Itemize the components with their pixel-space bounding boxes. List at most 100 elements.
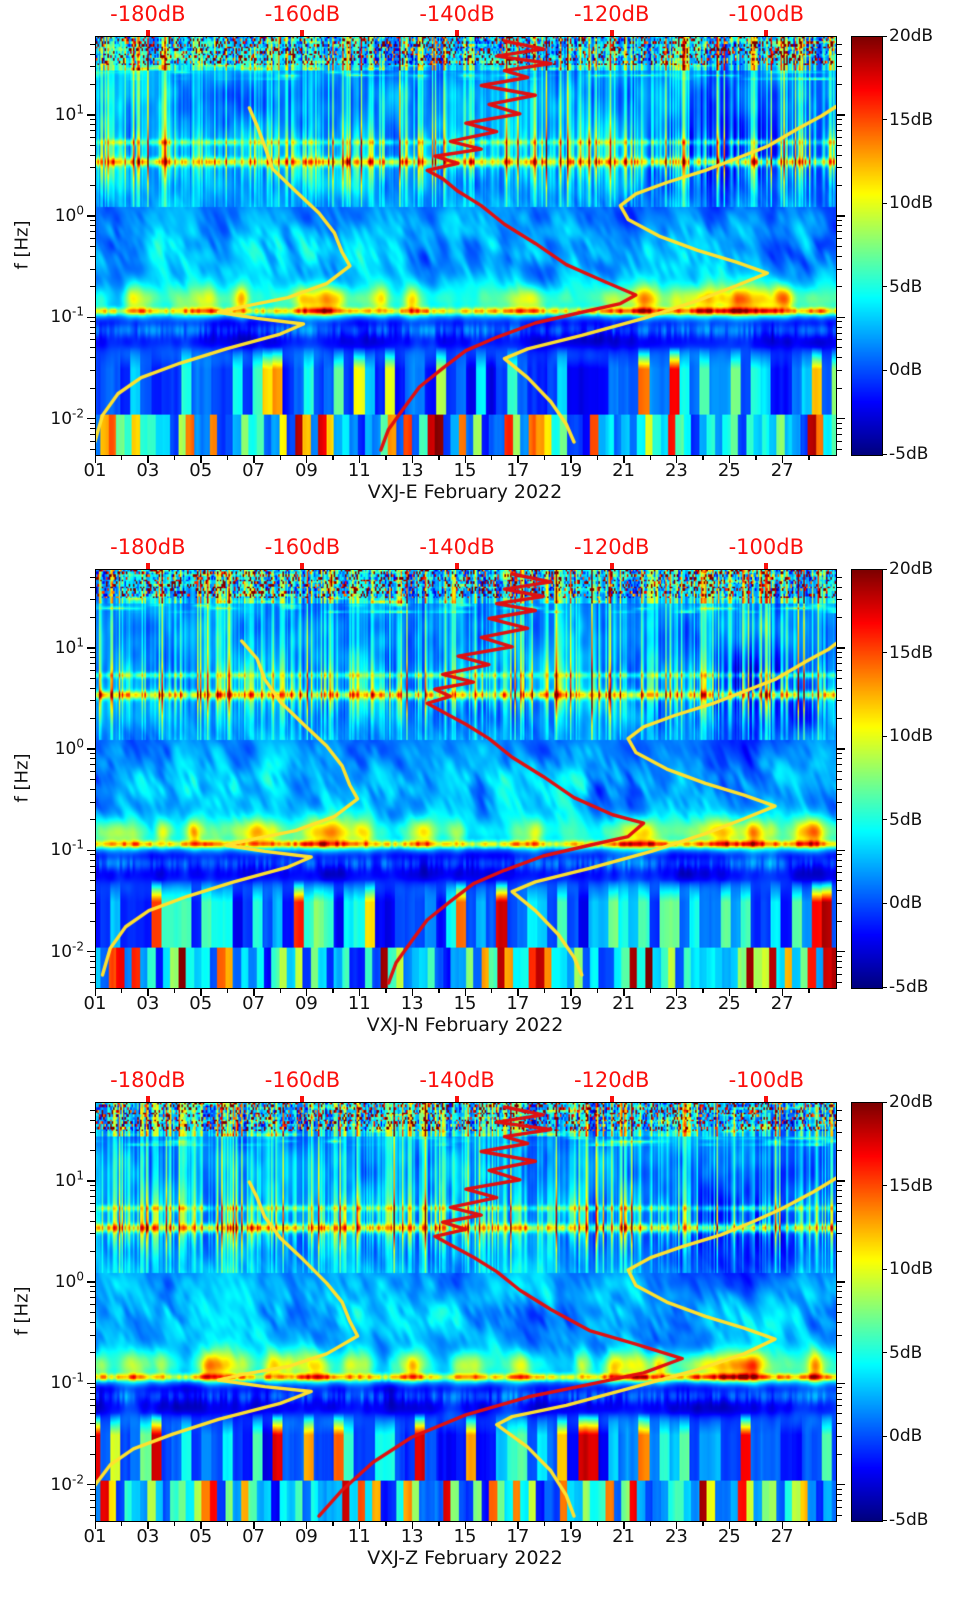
y-minor-tick — [837, 1251, 842, 1253]
y-minor-tick — [837, 981, 842, 983]
y-minor-tick — [837, 599, 842, 601]
x-tick-label: 19 — [559, 1526, 583, 1547]
y-minor-tick — [90, 1352, 95, 1354]
x-tick — [728, 989, 731, 996]
y-minor-tick — [837, 700, 842, 702]
y-minor-tick — [837, 1109, 842, 1111]
x-tick-label: 19 — [559, 460, 583, 481]
y-minor-tick — [837, 902, 842, 904]
y-minor-tick — [90, 1233, 95, 1235]
y-minor-tick — [837, 677, 842, 679]
colorbar-tick — [883, 652, 887, 654]
y-tick — [837, 1483, 845, 1486]
y-axis-label: f [Hz] — [11, 220, 33, 270]
y-minor-tick — [837, 1149, 842, 1151]
y-minor-tick — [837, 448, 842, 450]
x-tick-label: 11 — [347, 993, 371, 1014]
x-tick-label: 17 — [506, 1526, 530, 1547]
y-minor-tick — [90, 801, 95, 803]
x-tick — [649, 1522, 651, 1526]
x-tick — [200, 989, 202, 996]
x-tick-label: 05 — [189, 993, 213, 1014]
top-axis-tick — [609, 1096, 614, 1102]
x-tick — [464, 1522, 466, 1529]
y-tick-label: 10-2 — [34, 1472, 84, 1495]
x-tick — [808, 1522, 810, 1526]
colorbar-tick-label: 10dB — [889, 726, 934, 747]
x-tick-label: 01 — [83, 1526, 107, 1547]
panel-title: VXJ-Z February 2022 — [367, 1547, 563, 1569]
y-minor-tick — [837, 1514, 842, 1516]
x-tick — [94, 1522, 96, 1529]
y-minor-tick — [837, 130, 842, 132]
y-minor-tick — [837, 973, 842, 975]
y-minor-tick — [90, 427, 95, 429]
x-tick-label: 15 — [453, 460, 477, 481]
y-minor-tick — [90, 663, 95, 665]
x-tick-label: 17 — [506, 460, 530, 481]
y-tick-label: 10-1 — [34, 838, 84, 861]
x-tick-label: 27 — [770, 460, 794, 481]
y-minor-tick — [837, 788, 842, 790]
x-tick-label: 23 — [664, 993, 688, 1014]
overlay-curves — [96, 1103, 836, 1521]
x-tick-label: 03 — [136, 993, 160, 1014]
y-minor-tick — [90, 599, 95, 601]
y-minor-tick — [90, 1493, 95, 1495]
colorbar-tick-label: -5dB — [889, 977, 929, 997]
y-tick-exponent: 1 — [76, 1168, 84, 1183]
spectrogram-panel: -180dB -160dB -140dB -120dB -100dB 101 100 10-… — [0, 533, 962, 1066]
x-tick-label: 07 — [242, 1526, 266, 1547]
colorbar-tick — [883, 453, 887, 455]
top-axis-tick — [145, 563, 150, 569]
x-tick — [253, 989, 255, 996]
y-minor-tick — [90, 981, 95, 983]
y-minor-tick — [90, 238, 95, 240]
y-axis-label: f [Hz] — [11, 1286, 33, 1336]
top-db-label: -180dB — [110, 1068, 186, 1092]
top-axis-tick — [609, 30, 614, 36]
colorbar-tick-label: 20dB — [889, 559, 934, 579]
colorbar-tick — [883, 1185, 887, 1187]
x-tick — [755, 989, 757, 993]
y-tick-exponent: -1 — [72, 1370, 84, 1385]
x-tick-label: 25 — [717, 1526, 741, 1547]
y-minor-tick — [837, 758, 842, 760]
top-db-label: -120dB — [573, 1068, 650, 1092]
y-minor-tick — [837, 1196, 842, 1198]
colorbar-gradient — [852, 570, 882, 988]
x-tick-label: 13 — [400, 460, 424, 481]
x-tick — [411, 989, 414, 996]
y-minor-tick — [90, 966, 95, 968]
y-tick — [837, 114, 845, 116]
colorbar-tick — [883, 1101, 887, 1103]
y-minor-tick — [837, 576, 842, 578]
x-tick-label: 25 — [717, 460, 741, 481]
x-tick-label: 07 — [242, 460, 266, 481]
x-tick — [411, 456, 414, 463]
x-tick-label: 05 — [189, 460, 213, 481]
y-minor-tick — [90, 286, 95, 288]
x-tick — [385, 456, 387, 460]
y-minor-tick — [90, 130, 95, 132]
y-tick-label: 10-1 — [34, 1371, 84, 1394]
y-minor-tick — [837, 1312, 842, 1314]
y-minor-tick — [90, 231, 95, 233]
colorbar-tick-label: 0dB — [889, 360, 923, 381]
x-tick-label: 21 — [612, 1526, 636, 1547]
y-minor-tick — [90, 326, 95, 328]
y-minor-tick — [90, 854, 95, 856]
y-minor-tick — [90, 347, 95, 349]
x-tick — [702, 1522, 704, 1526]
x-tick — [120, 989, 123, 993]
x-tick — [279, 989, 281, 993]
y-minor-tick — [837, 231, 842, 233]
y-minor-tick — [90, 1392, 95, 1394]
colorbar-tick — [883, 35, 887, 37]
colorbar-tick — [883, 986, 887, 988]
y-minor-tick — [90, 433, 95, 435]
x-tick — [200, 1522, 202, 1529]
y-minor-tick — [90, 1119, 95, 1121]
y-minor-tick — [837, 801, 842, 803]
y-tick — [87, 950, 95, 953]
